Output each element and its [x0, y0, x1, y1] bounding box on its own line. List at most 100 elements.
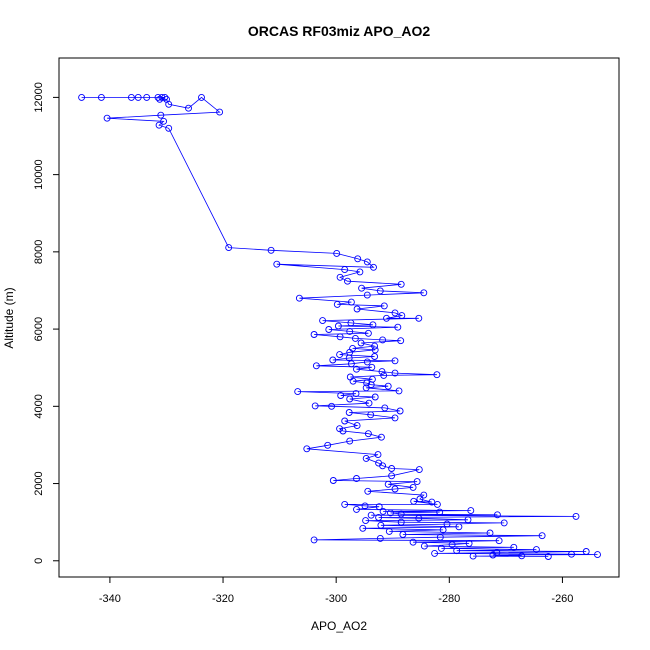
data-point	[383, 314, 390, 322]
data-point	[303, 445, 311, 453]
data-point	[380, 371, 388, 379]
data-point	[381, 404, 389, 412]
data-point	[312, 362, 320, 370]
data-point	[379, 336, 387, 344]
data-point	[134, 93, 142, 101]
data-point	[367, 381, 375, 389]
data-point	[436, 508, 444, 516]
data-point	[337, 392, 345, 399]
data-point	[143, 93, 151, 101]
data-point	[375, 514, 383, 521]
data-point	[453, 547, 461, 555]
data-point	[448, 541, 456, 549]
data-point	[397, 518, 405, 526]
data-point	[467, 507, 475, 515]
data-point	[437, 544, 445, 552]
data-point	[433, 371, 441, 379]
data-point	[391, 414, 399, 422]
y-tick-label: 10000	[33, 159, 45, 190]
data-point	[398, 312, 406, 320]
data-point	[127, 93, 135, 101]
data-point	[267, 246, 275, 254]
x-tick-label: -320	[212, 593, 234, 605]
x-tick-label: -280	[438, 593, 460, 605]
data-point	[464, 516, 472, 524]
data-point	[294, 388, 302, 396]
data-point	[353, 305, 361, 313]
data-point	[510, 543, 518, 551]
chart-title: ORCAS RF03miz APO_AO2	[248, 23, 431, 39]
data-point	[582, 548, 590, 555]
y-tick-label: 12000	[33, 82, 45, 113]
data-point	[349, 377, 357, 385]
data-point	[384, 480, 392, 488]
data-point	[371, 346, 379, 354]
data-point	[157, 111, 165, 119]
data-point	[325, 326, 333, 333]
data-point	[428, 498, 436, 506]
data-point	[328, 402, 336, 410]
data-point	[568, 550, 575, 558]
data-point	[154, 93, 162, 101]
data-point	[377, 521, 385, 529]
data-point	[339, 427, 347, 435]
data-point	[347, 319, 355, 327]
data-point	[436, 533, 444, 541]
data-point	[391, 357, 399, 365]
data-point	[384, 382, 392, 390]
y-axis-label: Altitude (m)	[2, 287, 16, 348]
data-point	[364, 329, 372, 337]
data-point	[333, 249, 341, 257]
data-point	[353, 505, 360, 513]
data-point	[532, 546, 540, 554]
data-point	[367, 411, 375, 419]
data-point	[431, 549, 439, 557]
data-point	[341, 500, 349, 508]
y-tick-label: 6000	[33, 317, 45, 341]
data-point	[594, 551, 601, 559]
data-point	[376, 534, 384, 542]
data-point	[410, 497, 418, 505]
data-point	[347, 298, 355, 306]
data-point	[345, 354, 353, 362]
data-point	[336, 351, 344, 359]
data-point	[185, 104, 192, 112]
data-point	[369, 321, 377, 329]
data-point	[78, 93, 86, 101]
data-point	[358, 284, 366, 292]
data-point	[415, 514, 423, 522]
data-point	[344, 277, 351, 285]
data-point	[394, 323, 402, 331]
data-point	[415, 314, 423, 322]
data-point	[216, 108, 224, 116]
data-point	[489, 551, 497, 559]
data-point	[341, 417, 349, 425]
data-point	[363, 258, 371, 266]
data-point	[388, 472, 396, 480]
data-point	[388, 465, 396, 472]
data-point	[433, 500, 441, 508]
data-point	[361, 502, 369, 510]
data-point	[380, 302, 388, 310]
data-point	[538, 532, 546, 540]
data-point	[324, 441, 332, 449]
data-point	[493, 511, 501, 519]
data-point	[518, 552, 526, 560]
data-point	[329, 477, 337, 484]
data-point	[346, 395, 354, 403]
data-point	[455, 523, 463, 531]
data-point	[371, 342, 379, 350]
data-point	[443, 520, 451, 528]
data-point	[345, 409, 353, 416]
data-point	[359, 524, 367, 532]
data-point	[370, 263, 377, 271]
data-point	[439, 526, 447, 534]
data-point	[397, 510, 405, 518]
data-point	[420, 289, 428, 297]
data-point	[391, 369, 399, 377]
data-point	[273, 260, 281, 268]
data-point	[364, 487, 372, 495]
data-point	[352, 390, 360, 398]
